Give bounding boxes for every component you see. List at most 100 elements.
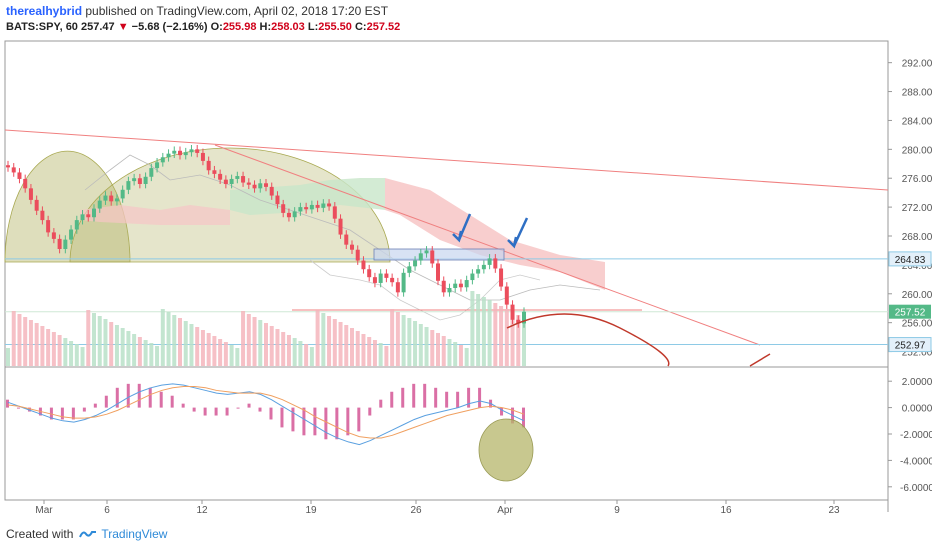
price-tick-label: 256.00	[902, 319, 932, 330]
volume-bar	[97, 316, 102, 366]
volume-bar	[23, 317, 28, 366]
candle-body	[183, 152, 188, 156]
volume-bar	[17, 314, 22, 366]
author-link[interactable]: therealhybrid	[6, 4, 83, 18]
histogram-bar	[423, 383, 427, 408]
candle-body	[401, 272, 406, 293]
volume-bar	[327, 316, 332, 366]
close-label: C:	[354, 21, 367, 33]
candle-body	[413, 260, 418, 267]
candle-body	[200, 152, 205, 161]
indicator-tick-label: -4.0000	[900, 456, 932, 467]
volume-bar	[384, 346, 389, 366]
volume-bar	[309, 347, 314, 366]
candle-body	[92, 208, 96, 218]
histogram-bar	[324, 407, 328, 440]
time-tick-label: 16	[720, 505, 732, 516]
volume-bar	[407, 318, 412, 366]
volume-bar	[120, 328, 125, 366]
time-tick-label: Apr	[497, 505, 513, 516]
candle-body	[223, 179, 228, 184]
volume-bar	[258, 320, 263, 366]
price-tick-label: 260.00	[902, 290, 932, 301]
histogram-bar	[335, 407, 339, 440]
price-marker-box	[888, 251, 932, 267]
volume-bar	[46, 329, 51, 366]
candle-body	[241, 176, 246, 183]
volume-bar	[252, 317, 257, 366]
time-tick-label: 19	[305, 505, 317, 516]
histogram-bar	[148, 387, 152, 408]
volume-bar	[355, 331, 360, 366]
histogram-bar	[203, 407, 207, 416]
time-tick-label: 9	[614, 505, 620, 516]
volume-bar	[103, 319, 108, 366]
candle-body	[246, 182, 251, 185]
price-tick-label: 284.00	[902, 116, 932, 127]
signal-line	[7, 385, 525, 439]
histogram-bar	[115, 387, 119, 408]
volume-bar	[195, 327, 200, 366]
volume-bar	[155, 346, 160, 366]
open-label: O:	[210, 21, 223, 33]
tradingview-link[interactable]: TradingView	[79, 527, 167, 541]
candle-body	[103, 195, 108, 201]
histogram-bar	[181, 403, 185, 408]
histogram-bar	[302, 407, 306, 436]
volume-bar	[137, 337, 142, 366]
candle-body	[252, 184, 257, 189]
candle-body	[384, 273, 389, 278]
histogram-bar	[456, 391, 460, 408]
low-value: 255.50	[318, 21, 352, 33]
created-with-label: Created with	[6, 527, 74, 541]
histogram-bar	[6, 399, 9, 408]
blue-arrow-1	[452, 213, 472, 243]
volume-bar	[447, 339, 452, 366]
histogram-bar	[434, 387, 438, 408]
volume-bar	[189, 324, 194, 366]
candle-body	[321, 203, 326, 208]
volume-bar	[34, 323, 39, 366]
candle-body	[292, 211, 297, 218]
indicator-line	[84, 154, 601, 301]
candle-body	[137, 178, 142, 184]
candle-body	[470, 273, 475, 281]
volume-bar	[63, 338, 68, 366]
candle-body	[149, 168, 154, 177]
volume-bar	[321, 313, 326, 366]
candle-body	[86, 214, 91, 218]
price-tick-label: 272.00	[902, 203, 932, 214]
candle-body	[304, 207, 309, 210]
price-tick-label: 276.00	[902, 174, 932, 185]
candle-body	[487, 258, 492, 265]
volume-bar	[372, 340, 377, 366]
red-cloud-area	[385, 178, 605, 290]
candle-body	[275, 195, 280, 205]
candle-body	[378, 273, 383, 283]
candle-body	[281, 204, 286, 213]
low-label: L:	[307, 21, 319, 33]
candle-body	[441, 280, 446, 293]
candle-body	[269, 186, 274, 196]
candle-body	[424, 250, 429, 254]
volume-bar	[6, 348, 10, 366]
histogram-bar	[269, 407, 273, 420]
candle-body	[493, 258, 498, 269]
candle-body	[178, 150, 182, 156]
volume-bar	[57, 335, 62, 366]
candle-body	[367, 269, 372, 278]
volume-bar	[395, 312, 400, 366]
candle-body	[516, 319, 521, 324]
macd-line	[7, 383, 525, 446]
volume-bar	[367, 337, 372, 366]
price-tick-label: 268.00	[902, 232, 932, 243]
tradingview-brand: TradingView	[101, 527, 168, 541]
projected-arc-left	[506, 313, 670, 367]
histogram-bar	[236, 407, 240, 409]
volume-bar	[522, 318, 526, 366]
time-tick-label: Mar	[35, 505, 53, 516]
candle-body	[166, 153, 171, 158]
volume-bar	[470, 291, 475, 366]
candle-body	[361, 260, 366, 270]
